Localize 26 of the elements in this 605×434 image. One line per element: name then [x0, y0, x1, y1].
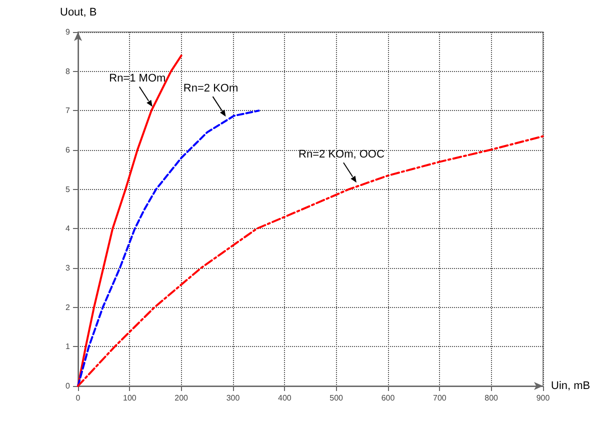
- y-tick-label: 4: [66, 224, 71, 234]
- x-tick-label: 900: [536, 394, 550, 402]
- y-tick-label: 5: [66, 184, 71, 194]
- y-axis-title: Uout, B: [60, 6, 97, 18]
- y-tick-label: 9: [66, 28, 71, 36]
- x-tick-label: 100: [122, 394, 137, 402]
- y-tick-label: 0: [66, 382, 71, 390]
- y-tick-label: 6: [66, 146, 71, 154]
- x-tick-label: 400: [278, 394, 292, 402]
- y-tick-label: 1: [66, 342, 71, 352]
- x-tick-label: 700: [432, 394, 447, 402]
- y-tick-label: 2: [66, 302, 71, 312]
- x-tick-label: 500: [330, 394, 344, 402]
- x-axis-title: Uin, mB: [551, 380, 590, 392]
- annotation: Rn=2 KOm, OOC: [298, 148, 384, 161]
- y-tick-label: 3: [66, 264, 71, 272]
- annotation: Rn=1 MOm: [109, 72, 166, 85]
- y-tick-label: 7: [66, 106, 71, 116]
- line-series: [77, 110, 260, 387]
- annotation: Rn=2 KOm: [183, 82, 238, 95]
- x-tick-label: 0: [76, 394, 81, 402]
- x-tick-label: 600: [381, 394, 396, 402]
- x-tick-label: 800: [484, 394, 499, 402]
- x-tick-label: 200: [174, 394, 189, 402]
- y-tick-label: 8: [66, 66, 71, 76]
- x-tick-label: 300: [226, 394, 240, 402]
